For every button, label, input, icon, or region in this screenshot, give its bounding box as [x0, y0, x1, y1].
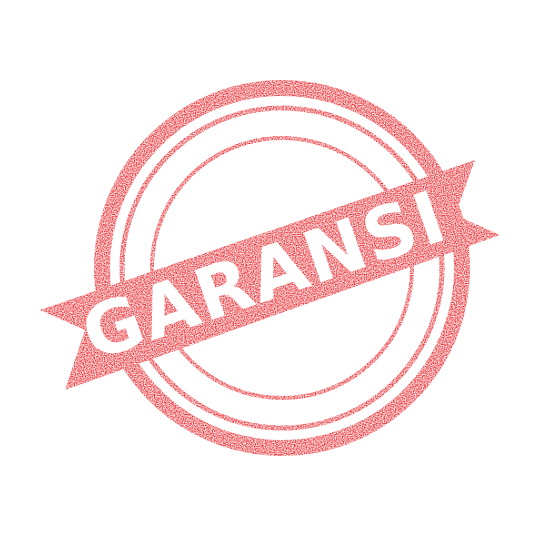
- stamp-label: GARANSI: [72, 174, 458, 377]
- outer-thin-ring: [119, 105, 445, 431]
- inner-thin-ring: [150, 136, 414, 400]
- outer-ring: [94, 80, 470, 456]
- ribbon-banner: [40, 160, 500, 390]
